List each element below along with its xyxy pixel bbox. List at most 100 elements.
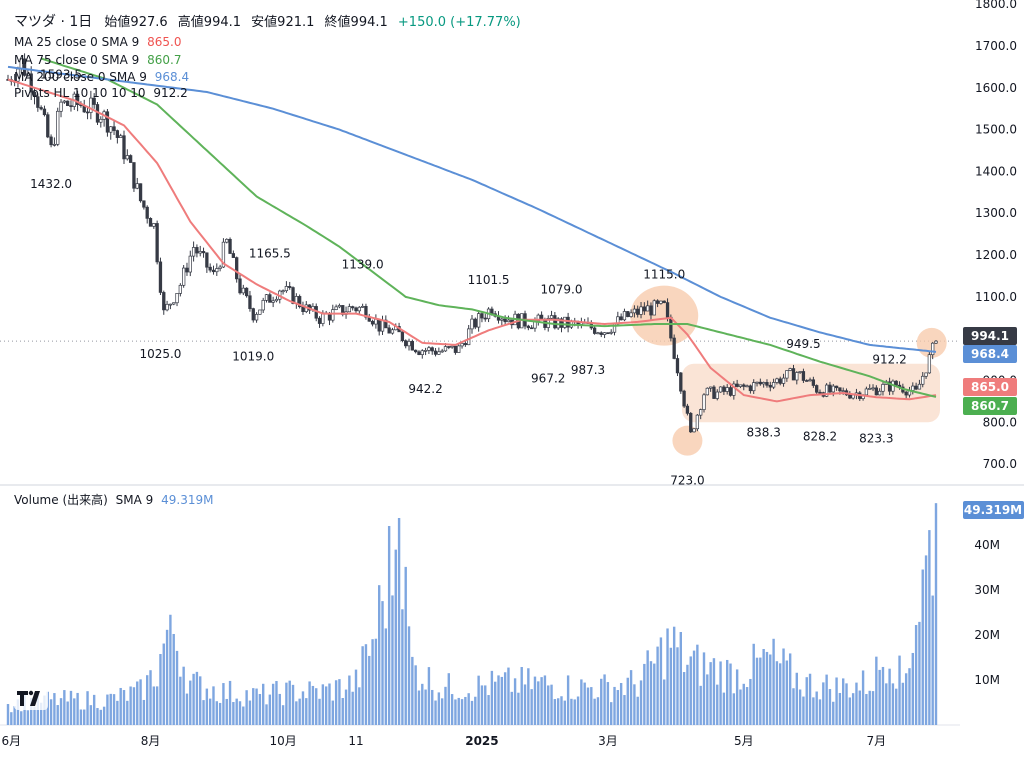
candle-body: [771, 382, 776, 388]
candle-body: [460, 343, 464, 347]
legend-volume[interactable]: Volume (出来高) SMA 9 49.319M: [14, 493, 217, 507]
volume-bar: [530, 689, 533, 725]
legend-ma25[interactable]: MA 25 close 0 SMA 9 865.0: [14, 35, 185, 49]
candle-body: [473, 318, 477, 328]
candle-body: [675, 358, 680, 374]
volume-bar: [434, 700, 437, 725]
volume-bar: [371, 639, 374, 725]
volume-bar: [228, 680, 232, 725]
volume-bar: [155, 686, 159, 725]
pivot-label: 1079.0: [540, 283, 582, 297]
volume-bar: [540, 677, 543, 725]
candle-body: [921, 375, 925, 385]
candle-body: [742, 384, 746, 387]
time-tick-label: 11: [348, 734, 363, 748]
pivot-label: 1101.5: [468, 273, 510, 287]
candle-body: [56, 110, 60, 145]
volume-bar: [384, 628, 388, 725]
volume-bar: [334, 680, 338, 725]
legend-pivots[interactable]: Pivots HL 10 10 10 10 912.2: [14, 86, 192, 100]
volume-bar: [454, 699, 457, 725]
volume-bar: [225, 698, 228, 725]
candle-body: [801, 371, 806, 381]
ma25-label: MA 25 close 0 SMA 9: [14, 35, 140, 49]
candle-body: [251, 308, 255, 321]
candle-body: [241, 287, 245, 294]
candle-body: [881, 384, 885, 392]
volume-bar: [43, 695, 46, 725]
volume-bar: [553, 699, 557, 725]
candle-body: [145, 206, 149, 219]
volume-bar: [480, 685, 484, 725]
tradingview-logo-icon[interactable]: [14, 686, 48, 710]
candle-body: [791, 368, 796, 381]
pivot-label: 1025.0: [139, 347, 181, 361]
candle-body: [480, 313, 484, 319]
candle-body: [828, 384, 832, 393]
volume-bar: [146, 675, 149, 725]
volume-bar: [56, 705, 59, 725]
candle-body: [109, 126, 113, 133]
volume-bar: [500, 676, 504, 725]
candle-body: [32, 91, 37, 98]
volume-bar: [351, 691, 354, 725]
price-tick-label: 800.0: [983, 415, 1017, 429]
volume-bar: [278, 693, 281, 725]
candle-body: [457, 345, 461, 353]
price-tick-label: 1100.0: [975, 290, 1017, 304]
legend-ma200[interactable]: MA 200 close 0 SMA 9 968.4: [14, 70, 193, 84]
volume-bar: [136, 681, 139, 725]
candle-body: [815, 385, 819, 393]
volume-bar: [808, 673, 812, 725]
price-tick-label: 700.0: [983, 457, 1017, 471]
candle-body: [377, 318, 381, 332]
time-tick-label: 10月: [269, 734, 296, 748]
volume-bar: [169, 614, 172, 725]
volume-bar: [908, 668, 911, 725]
volume-bar: [192, 673, 195, 725]
volume-bar: [295, 701, 298, 725]
volume-bar: [547, 685, 550, 725]
volume-bar: [69, 690, 73, 725]
pivot-label: 949.5: [786, 337, 820, 351]
volume-bar: [208, 698, 212, 725]
volume-bar: [79, 709, 83, 725]
volume-bar: [497, 675, 500, 725]
volume-bar: [563, 700, 566, 725]
candle-body: [871, 387, 875, 390]
volume-bar: [417, 690, 421, 725]
candle-body: [271, 300, 275, 303]
volume-bar: [6, 704, 10, 725]
volume-bar: [891, 683, 895, 725]
candle-body: [775, 378, 779, 383]
pivot-label: 1593.5: [40, 68, 82, 82]
candle-body: [646, 305, 650, 312]
volume-bar: [205, 688, 209, 725]
candle-body: [904, 391, 908, 396]
candle-body: [447, 346, 451, 348]
volume-bar: [928, 530, 931, 725]
candle-body: [347, 306, 352, 313]
candle-body: [748, 385, 753, 392]
candle-body: [738, 384, 743, 387]
candle-body: [619, 316, 623, 321]
volume-bar: [861, 670, 865, 725]
candle-body: [699, 409, 703, 416]
candle-body: [387, 327, 391, 334]
legend-ma75[interactable]: MA 75 close 0 SMA 9 860.7: [14, 53, 185, 67]
candle-body: [75, 93, 80, 105]
time-tick-label: 6月: [1, 734, 21, 748]
candle-body: [85, 111, 90, 114]
volume-bar: [46, 691, 49, 725]
volume-bar: [477, 675, 480, 725]
candle-body: [231, 253, 236, 258]
price-tick-label: 1700.0: [975, 39, 1017, 53]
volume-bar: [13, 706, 16, 725]
highlight-circle-low: [672, 425, 703, 456]
volume-bar: [354, 669, 358, 725]
volume-bar: [593, 698, 596, 725]
volume-bar: [590, 687, 593, 725]
candle-body: [679, 372, 683, 392]
